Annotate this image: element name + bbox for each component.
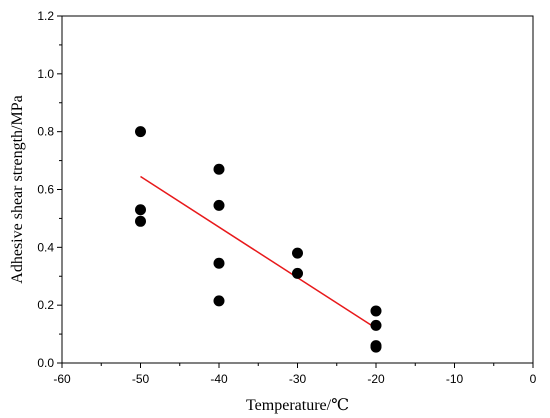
y-tick-label: 1.0 [37,67,54,81]
y-axis-title: Adhesive shear strength/MPa [9,95,26,283]
x-tick-label: 0 [530,372,537,386]
data-point [135,126,146,138]
data-point [135,215,146,227]
data-point [213,163,225,175]
plot-area [61,15,534,364]
x-tick-label: -50 [132,372,150,386]
data-marks [135,126,382,353]
x-tick-label: -30 [289,372,307,386]
data-point [370,305,382,317]
y-tick-label: 1.2 [37,9,54,23]
y-tick-label: 0.4 [37,240,54,254]
x-tick-label: -20 [367,372,385,386]
data-point [292,247,303,259]
x-tick-label: -40 [210,372,228,386]
data-point [135,204,146,216]
y-tick-label: 0.8 [37,125,54,139]
fit-line [140,175,377,329]
y-axis: 0.0 0.2 0.4 0.6 0.8 1.0 1.2 [37,9,62,370]
data-point [213,295,225,307]
y-tick-label: 0.2 [37,298,54,312]
x-axis-title: Temperature/℃ [246,397,349,414]
data-point [292,267,303,279]
y-tick-label: 0.6 [37,183,54,197]
data-point [370,341,382,353]
y-tick-label: 0.0 [37,356,54,370]
x-axis: -60 -50 -40 -30 -20 -10 0 [53,363,537,386]
data-point [370,319,382,331]
data-point [213,199,225,211]
data-point [213,257,225,269]
x-tick-label: -60 [53,372,71,386]
x-tick-label: -10 [446,372,464,386]
